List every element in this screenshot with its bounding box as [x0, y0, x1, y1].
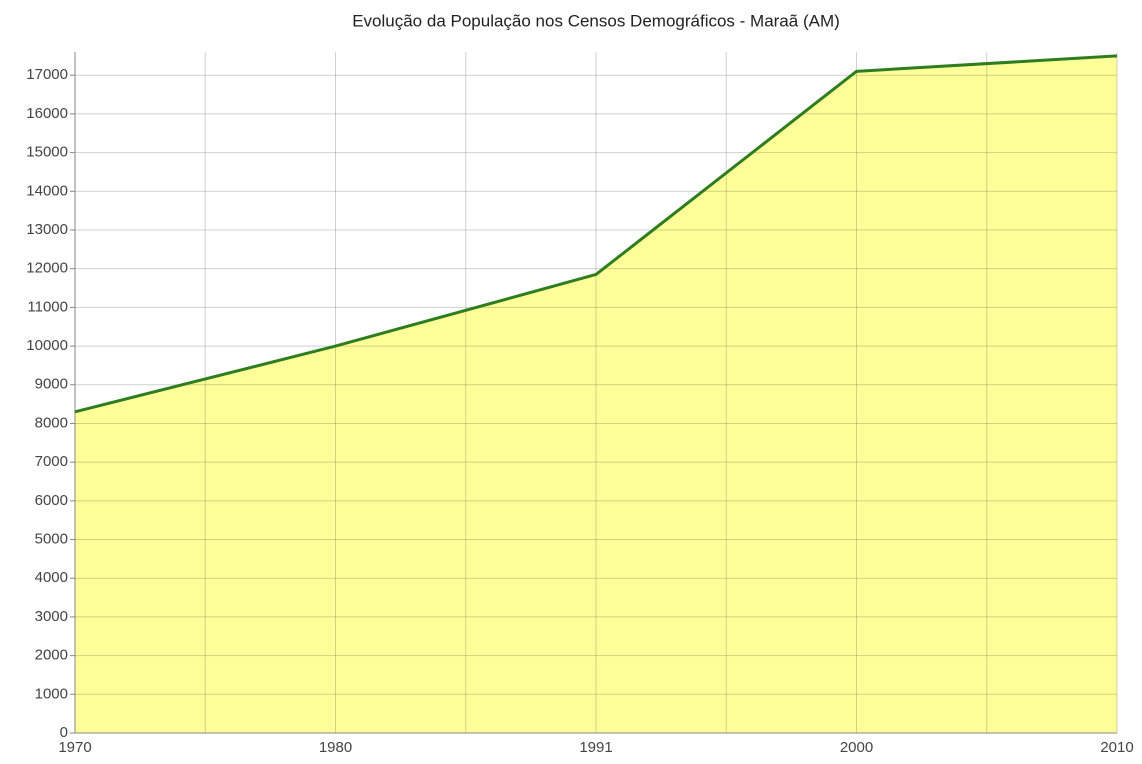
y-tick-label: 0: [60, 724, 68, 741]
y-tick-label: 11000: [27, 298, 68, 315]
x-tick-label: 1991: [579, 739, 612, 756]
y-tick-label: 16000: [26, 105, 68, 122]
y-tick-label: 10000: [26, 337, 68, 354]
y-tick-label: 2000: [35, 647, 68, 664]
y-tick-label: 15000: [26, 144, 68, 161]
y-tick-label: 4000: [35, 569, 68, 586]
line: [74, 54, 1118, 414]
chart-title: Evolução da População nos Censos Demográ…: [352, 11, 840, 30]
x-tick-label: 1970: [58, 739, 91, 756]
y-tick-label: 14000: [26, 182, 68, 199]
y-tick-label: 1000: [35, 685, 68, 702]
area: [75, 55, 1117, 733]
y-tick-label: 8000: [35, 414, 68, 431]
y-tick-label: 6000: [35, 492, 68, 509]
y-tick-label: 17000: [26, 66, 68, 83]
x-tick-label: 1980: [319, 739, 352, 756]
x-tick-label: 2000: [840, 739, 873, 756]
y-tick-label: 3000: [35, 608, 68, 625]
y-tick-label: 12000: [26, 260, 68, 277]
y-tick-label: 7000: [35, 453, 68, 470]
x-tick-label: 2010: [1100, 739, 1133, 756]
y-tick-label: 9000: [35, 376, 68, 393]
y-tick-label: 13000: [26, 221, 68, 238]
y-tick-label: 5000: [35, 531, 68, 548]
